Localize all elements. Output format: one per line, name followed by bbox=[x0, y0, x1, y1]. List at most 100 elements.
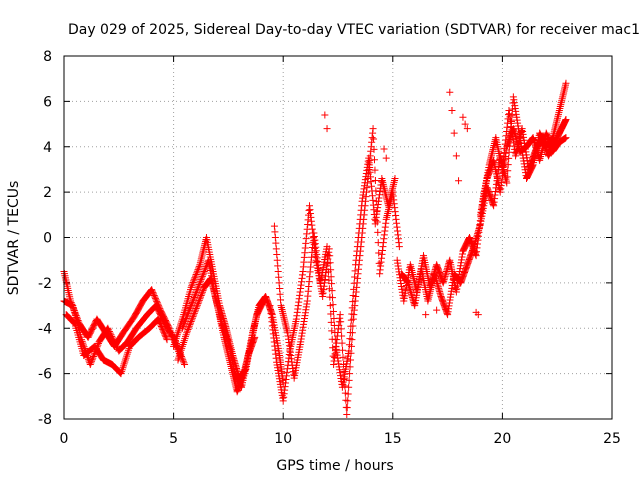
data-point bbox=[338, 332, 346, 340]
data-point bbox=[162, 334, 170, 342]
data-point bbox=[192, 304, 200, 312]
data-point bbox=[337, 318, 345, 326]
data-point bbox=[463, 125, 471, 133]
data-point bbox=[345, 383, 353, 391]
data-point bbox=[198, 272, 206, 280]
data-point bbox=[192, 306, 200, 314]
data-point bbox=[179, 357, 187, 365]
data-point bbox=[562, 79, 570, 87]
data-point bbox=[507, 117, 515, 125]
data-point bbox=[370, 135, 378, 143]
y-tick-labels: -8 -6 -4 -2 0 2 4 6 8 bbox=[38, 49, 52, 428]
data-point bbox=[185, 308, 193, 316]
data-point bbox=[374, 228, 382, 236]
data-point bbox=[70, 319, 78, 327]
data-point bbox=[106, 329, 114, 337]
data-point bbox=[162, 333, 170, 341]
data-point bbox=[151, 294, 159, 302]
data-point bbox=[348, 336, 356, 344]
data-point bbox=[195, 296, 203, 304]
data-point bbox=[161, 330, 169, 338]
y-tick-label: 0 bbox=[43, 231, 52, 247]
data-point bbox=[193, 267, 201, 275]
data-point bbox=[433, 306, 441, 314]
data-point bbox=[178, 324, 186, 332]
data-point bbox=[327, 310, 335, 318]
data-point bbox=[324, 268, 332, 276]
data-point bbox=[185, 324, 193, 332]
data-point bbox=[562, 134, 570, 142]
data-point bbox=[181, 361, 189, 369]
data-point bbox=[180, 321, 188, 329]
data-point bbox=[194, 266, 202, 274]
data-point bbox=[159, 327, 167, 335]
data-point bbox=[191, 308, 199, 316]
data-point bbox=[198, 290, 206, 298]
data-point bbox=[380, 145, 388, 153]
data-point bbox=[339, 346, 347, 354]
data-point bbox=[192, 289, 200, 297]
data-point bbox=[149, 289, 157, 297]
data-point bbox=[188, 282, 196, 290]
x-tick-labels: 0 5 10 15 20 25 bbox=[60, 431, 621, 447]
data-point bbox=[90, 351, 98, 359]
data-point bbox=[351, 267, 359, 275]
data-point bbox=[197, 277, 205, 285]
data-point bbox=[188, 300, 196, 308]
data-point bbox=[195, 298, 203, 306]
data-point bbox=[185, 322, 193, 330]
grid-lines bbox=[63, 55, 613, 420]
data-point bbox=[446, 88, 454, 96]
data-point bbox=[200, 269, 208, 277]
data-point bbox=[112, 342, 120, 350]
data-point bbox=[201, 266, 209, 274]
data-point bbox=[336, 311, 344, 319]
data-point bbox=[504, 167, 512, 175]
data-point bbox=[372, 187, 380, 195]
data-point bbox=[195, 280, 203, 288]
data-point bbox=[150, 292, 158, 300]
data-point bbox=[188, 298, 196, 306]
data-point bbox=[122, 354, 130, 362]
data-point bbox=[121, 356, 129, 364]
data-point bbox=[474, 311, 482, 319]
data-point bbox=[194, 284, 202, 292]
data-point bbox=[202, 263, 210, 271]
data-point bbox=[189, 297, 197, 305]
data-point bbox=[189, 279, 197, 287]
data-point bbox=[156, 320, 164, 328]
data-point bbox=[450, 129, 458, 137]
data-point bbox=[342, 396, 350, 404]
y-tick-label: 8 bbox=[43, 49, 52, 65]
data-point bbox=[105, 326, 113, 334]
data-point bbox=[151, 293, 159, 301]
x-tick-label: 0 bbox=[60, 431, 69, 447]
data-point bbox=[193, 285, 201, 293]
data-point bbox=[163, 336, 171, 344]
data-point bbox=[324, 251, 332, 259]
x-tick-label: 10 bbox=[274, 431, 292, 447]
data-point bbox=[124, 348, 132, 356]
x-tick-label: 25 bbox=[603, 431, 621, 447]
data-point bbox=[192, 290, 200, 298]
data-point bbox=[459, 113, 467, 121]
data-point bbox=[349, 322, 357, 330]
data-point bbox=[189, 313, 197, 321]
data-point bbox=[341, 382, 349, 390]
data-point bbox=[158, 324, 166, 332]
data-point bbox=[181, 316, 189, 324]
data-point bbox=[148, 286, 156, 294]
data-point bbox=[180, 359, 188, 367]
data-point bbox=[195, 282, 203, 290]
y-tick-label: 2 bbox=[43, 185, 52, 201]
data-point bbox=[347, 356, 355, 364]
data-point bbox=[148, 287, 156, 295]
data-point bbox=[198, 288, 206, 296]
data-point bbox=[187, 303, 195, 311]
data-point bbox=[184, 326, 192, 334]
data-point bbox=[183, 313, 191, 321]
y-tick-label: -6 bbox=[38, 367, 52, 383]
data-point bbox=[108, 332, 116, 340]
chart-title: Day 029 of 2025, Sidereal Day-to-day VTE… bbox=[68, 22, 640, 38]
